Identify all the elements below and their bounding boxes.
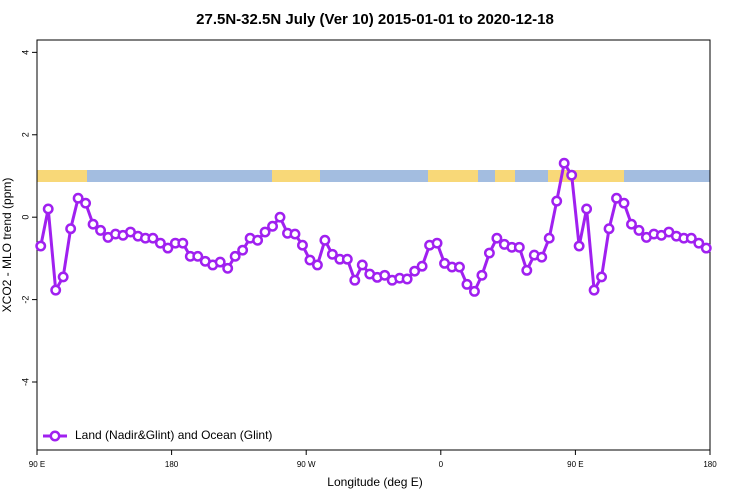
data-point <box>237 244 249 256</box>
data-point <box>259 226 271 238</box>
ocean-strip <box>37 170 710 182</box>
data-point <box>461 278 473 290</box>
data-point <box>177 237 189 249</box>
x-tick-label: 90 W <box>297 460 316 469</box>
data-point <box>454 261 465 273</box>
data-point <box>558 157 570 169</box>
data-point <box>543 232 555 244</box>
data-point <box>379 269 391 281</box>
data-point <box>566 169 578 181</box>
data-point <box>162 242 174 254</box>
data-point <box>626 218 637 230</box>
chart-title: 27.5N-32.5N July (Ver 10) 2015-01-01 to … <box>196 11 554 28</box>
land-strip <box>428 170 478 182</box>
data-point <box>483 247 495 259</box>
data-point <box>267 220 278 232</box>
data-point <box>401 273 413 285</box>
data-point <box>319 234 331 246</box>
data-point <box>222 262 234 274</box>
data-point <box>588 284 600 296</box>
data-point <box>431 237 443 249</box>
data-point <box>95 224 107 236</box>
data-point <box>50 284 62 296</box>
data-point <box>416 260 428 272</box>
data-point <box>536 251 548 263</box>
data-point <box>154 237 166 249</box>
data-point <box>304 254 316 266</box>
x-tick-label: 90 E <box>567 460 583 469</box>
y-tick-label: 4 <box>20 50 30 55</box>
data-point <box>581 203 593 215</box>
data-point <box>513 241 525 253</box>
data-point <box>297 239 308 251</box>
data-point <box>35 240 47 252</box>
x-tick-label: 180 <box>165 460 179 469</box>
land-ocean-strip <box>37 170 710 182</box>
data-point <box>611 192 622 204</box>
data-point <box>356 259 368 271</box>
data-point <box>57 271 69 283</box>
x-tick-label: 90 E <box>29 460 45 469</box>
y-axis-label: XCO2 - MLO trend (ppm) <box>0 178 14 313</box>
data-point <box>192 250 204 262</box>
land-strip <box>495 170 515 182</box>
data-point <box>551 195 563 207</box>
plot-frame <box>36 39 711 451</box>
data-point <box>229 250 241 262</box>
legend-marker <box>49 430 61 442</box>
data-point <box>596 271 608 283</box>
data-point <box>700 242 712 254</box>
x-axis-label: Longitude (deg E) <box>327 475 422 489</box>
x-tick-label: 0 <box>439 460 444 469</box>
data-point <box>476 269 488 281</box>
data-point <box>685 232 697 244</box>
data-point <box>311 259 323 271</box>
x-tick-label: 180 <box>703 460 717 469</box>
y-tick-label: -4 <box>20 378 30 386</box>
data-point <box>469 285 480 297</box>
data-point <box>147 232 159 244</box>
data-point <box>693 237 705 249</box>
data-point <box>252 234 264 246</box>
data-point <box>274 211 286 223</box>
data-point <box>573 240 585 252</box>
data-point <box>80 197 92 209</box>
land-strip <box>272 170 320 182</box>
data-point <box>326 248 338 260</box>
data-point <box>289 228 301 240</box>
data-point <box>409 265 421 277</box>
y-tick-label: 0 <box>20 215 30 220</box>
data-point <box>603 223 615 235</box>
data-point <box>65 223 77 235</box>
data-point <box>491 232 503 244</box>
legend-label: Land (Nadir&Glint) and Ocean (Glint) <box>75 428 272 442</box>
data-point <box>87 218 99 230</box>
data-point <box>618 197 630 209</box>
data-point <box>349 274 361 286</box>
data-point <box>341 253 353 265</box>
data-point <box>214 256 226 268</box>
y-tick-label: -2 <box>20 296 30 304</box>
data-point <box>72 192 84 204</box>
data-point <box>42 203 54 215</box>
y-tick-label: 2 <box>20 132 30 137</box>
data-point <box>521 264 533 276</box>
land-strip <box>37 170 87 182</box>
data-point <box>633 224 645 236</box>
